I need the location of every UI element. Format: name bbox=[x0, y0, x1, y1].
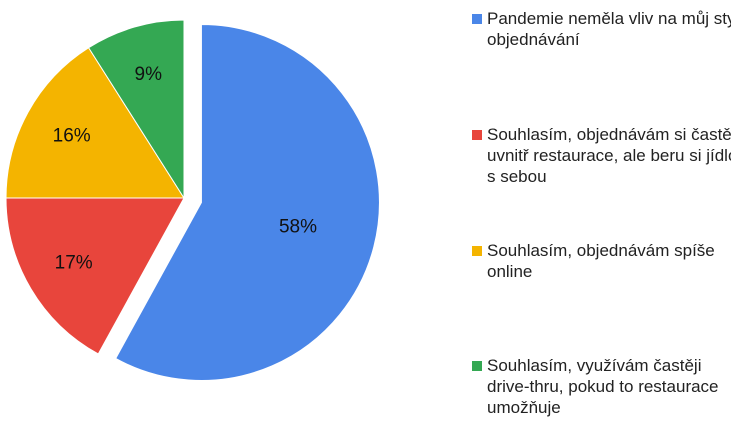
legend-label: Pandemie neměla vliv na můj styl objedná… bbox=[487, 9, 731, 49]
legend-swatch bbox=[472, 246, 482, 256]
pie-slice bbox=[115, 23, 380, 381]
slice-label: 58% bbox=[279, 216, 317, 237]
slice-label: 9% bbox=[135, 64, 163, 85]
pie-slice bbox=[5, 197, 185, 355]
legend-label: Souhlasím, objednávám spíše online bbox=[487, 241, 715, 281]
pie-slice bbox=[5, 47, 185, 199]
legend-swatch bbox=[472, 14, 482, 24]
pie-area: 58% 17% 16% 9% bbox=[5, 19, 380, 381]
legend-item: Souhlasím, využívám častěji drive-thru, … bbox=[470, 355, 731, 418]
legend-item: Pandemie neměla vliv na můj styl objedná… bbox=[470, 8, 731, 50]
pie-slice bbox=[87, 19, 185, 200]
legend-item: Souhlasím, objednávám spíše online bbox=[470, 240, 731, 282]
slice-label: 16% bbox=[53, 125, 91, 146]
legend-label: Souhlasím, využívám častěji drive-thru, … bbox=[487, 356, 719, 417]
legend-swatch bbox=[472, 361, 482, 371]
slice-label: 17% bbox=[55, 252, 93, 273]
legend-swatch bbox=[472, 130, 482, 140]
legend-label: Souhlasím, objednávám si častěji uvnitř … bbox=[487, 125, 731, 186]
legend-item: Souhlasím, objednávám si častěji uvnitř … bbox=[470, 124, 731, 187]
